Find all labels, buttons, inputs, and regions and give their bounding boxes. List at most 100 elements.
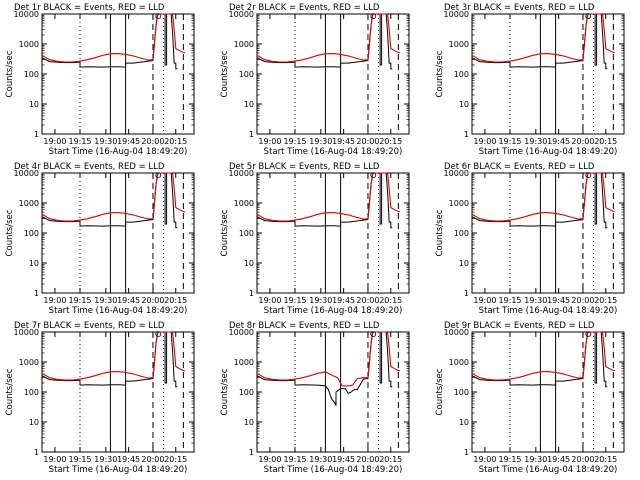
x-tick-label: 19:30 <box>309 296 332 305</box>
x-tick-label: 19:30 <box>94 296 117 305</box>
y-tick-label: 1000 <box>234 358 254 367</box>
y-tick-label: 10 <box>459 418 469 427</box>
x-tick-label: 19:00 <box>473 455 496 464</box>
plot-frame <box>471 331 625 453</box>
x-tick-label: 20:15 <box>379 455 402 464</box>
panel-title: Det 7r BLACK = Events, RED = LLD <box>14 321 165 331</box>
x-tick-label: 19:45 <box>332 296 355 305</box>
x-tick-label: 19:30 <box>524 137 547 146</box>
x-tick-label: 20:00 <box>356 137 379 146</box>
series-red-lld <box>471 331 616 381</box>
x-axis-label: Start Time (16-Aug-04 18:49:20) <box>479 306 618 316</box>
series-red-lld <box>256 13 401 63</box>
plot-frame <box>41 172 195 294</box>
y-tick-label: 10 <box>244 418 254 427</box>
y-tick-label: 1000 <box>449 40 469 49</box>
series-red-lld <box>256 331 401 387</box>
x-tick-label: 19:45 <box>117 455 140 464</box>
detector-panel-1: Det 1r BLACK = Events, RED = LLD 1 10 100 10… <box>5 3 195 157</box>
series-red-lld <box>471 13 616 63</box>
saturation-marker <box>370 13 377 20</box>
plot-frame <box>41 13 195 135</box>
x-tick-label: 20:00 <box>571 296 594 305</box>
detector-panel-8: Det 8r BLACK = Events, RED = LLD 1 10 100 10… <box>220 321 410 475</box>
x-tick-label: 19:45 <box>332 455 355 464</box>
y-axis-label: Counts/sec <box>5 50 15 97</box>
y-tick-label: 100 <box>239 229 254 238</box>
x-tick-label: 19:45 <box>547 137 570 146</box>
series-red-lld <box>41 172 186 222</box>
x-tick-label: 20:15 <box>164 455 187 464</box>
y-tick-label: 1 <box>34 130 39 139</box>
x-tick-label: 20:15 <box>164 137 187 146</box>
y-tick-label: 1000 <box>449 199 469 208</box>
y-tick-label: 1000 <box>234 40 254 49</box>
plot-frame <box>41 331 195 453</box>
y-tick-label: 10 <box>29 100 39 109</box>
detector-panel-3: Det 3r BLACK = Events, RED = LLD 1 10 100 10… <box>435 3 625 157</box>
series-red-lld <box>256 172 401 222</box>
y-tick-label: 1 <box>464 448 469 457</box>
x-tick-label: 19:30 <box>94 455 117 464</box>
y-tick-label: 10 <box>459 259 469 268</box>
x-tick-label: 20:00 <box>141 137 164 146</box>
y-axis-label: Counts/sec <box>220 368 230 415</box>
y-axis-label: Counts/sec <box>220 209 230 256</box>
y-tick-label: 1 <box>249 448 254 457</box>
x-tick-label: 19:30 <box>524 296 547 305</box>
y-tick-label: 1 <box>34 448 39 457</box>
saturation-marker <box>585 13 592 20</box>
y-tick-label: 1000 <box>234 199 254 208</box>
x-tick-label: 19:30 <box>524 455 547 464</box>
series-red-lld <box>41 13 186 63</box>
x-tick-label: 19:00 <box>473 296 496 305</box>
x-tick-label: 20:15 <box>594 296 617 305</box>
y-tick-label: 1 <box>464 130 469 139</box>
panel-title: Det 4r BLACK = Events, RED = LLD <box>14 162 165 172</box>
y-tick-label: 1 <box>249 289 254 298</box>
x-tick-label: 19:00 <box>258 296 281 305</box>
x-tick-label: 20:00 <box>141 455 164 464</box>
y-tick-label: 1 <box>34 289 39 298</box>
x-tick-label: 20:00 <box>356 455 379 464</box>
y-tick-label: 100 <box>24 70 39 79</box>
y-axis-label: Counts/sec <box>435 209 445 256</box>
panel-title: Det 3r BLACK = Events, RED = LLD <box>444 3 595 13</box>
y-tick-label: 10000 <box>229 10 254 19</box>
series-red-lld <box>41 331 186 381</box>
x-axis-label: Start Time (16-Aug-04 18:49:20) <box>264 147 403 157</box>
plot-frame <box>471 13 625 135</box>
y-tick-label: 100 <box>24 229 39 238</box>
x-tick-label: 20:15 <box>594 455 617 464</box>
y-axis-label: Counts/sec <box>5 368 15 415</box>
y-tick-label: 1000 <box>19 199 39 208</box>
y-tick-label: 10000 <box>14 10 39 19</box>
x-tick-label: 20:15 <box>594 137 617 146</box>
saturation-marker <box>585 172 592 179</box>
saturation-marker <box>585 331 592 338</box>
panel-title: Det 6r BLACK = Events, RED = LLD <box>444 162 595 172</box>
y-tick-label: 10 <box>244 259 254 268</box>
y-tick-label: 1000 <box>19 40 39 49</box>
x-tick-label: 19:45 <box>117 137 140 146</box>
y-tick-label: 1000 <box>449 358 469 367</box>
x-tick-label: 20:15 <box>379 137 402 146</box>
y-tick-label: 1000 <box>19 358 39 367</box>
panel-title: Det 8r BLACK = Events, RED = LLD <box>229 321 380 331</box>
detector-panel-9: Det 9r BLACK = Events, RED = LLD 1 10 100 10… <box>435 321 625 475</box>
x-tick-label: 20:00 <box>356 296 379 305</box>
plot-frame <box>256 13 410 135</box>
x-tick-label: 19:15 <box>68 296 91 305</box>
y-tick-label: 10000 <box>14 328 39 337</box>
detector-panel-2: Det 2r BLACK = Events, RED = LLD 1 10 100 10… <box>220 3 410 157</box>
x-tick-label: 19:15 <box>283 137 306 146</box>
x-tick-label: 19:00 <box>43 296 66 305</box>
panel-title: Det 2r BLACK = Events, RED = LLD <box>229 3 380 13</box>
x-tick-label: 19:00 <box>43 455 66 464</box>
x-tick-label: 19:30 <box>309 455 332 464</box>
x-axis-label: Start Time (16-Aug-04 18:49:20) <box>479 147 618 157</box>
x-tick-label: 19:15 <box>283 296 306 305</box>
x-tick-label: 19:45 <box>117 296 140 305</box>
x-tick-label: 19:15 <box>68 455 91 464</box>
